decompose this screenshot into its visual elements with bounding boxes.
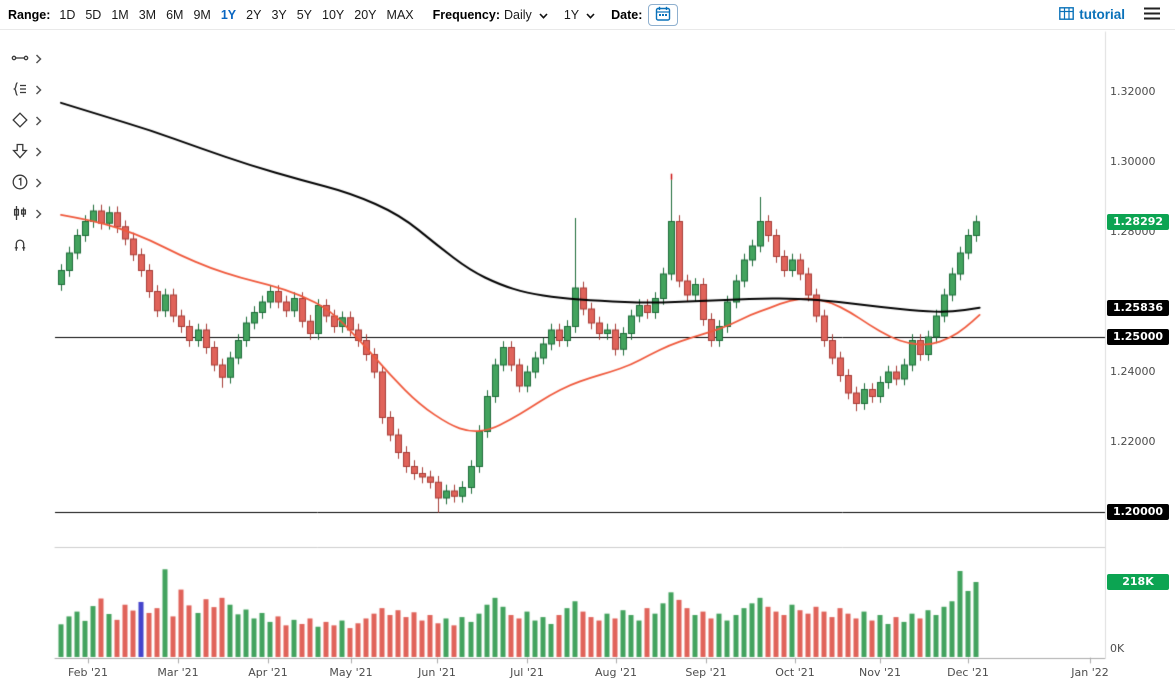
x-axis-label: Jul '21 xyxy=(510,666,544,679)
expand-chevron-icon[interactable] xyxy=(34,208,43,220)
hamburger-icon xyxy=(1143,7,1161,23)
range-button-20y[interactable]: 20Y xyxy=(350,6,380,24)
x-axis-label: May '21 xyxy=(329,666,373,679)
tool-row-candlestick xyxy=(8,203,43,225)
x-axis-label: Apr '21 xyxy=(248,666,288,679)
x-axis-label: Mar '21 xyxy=(157,666,199,679)
indicators-tool-button[interactable] xyxy=(8,79,32,101)
range-button-max[interactable]: MAX xyxy=(383,6,418,24)
date-label: Date: xyxy=(611,7,643,22)
range-button-2y[interactable]: 2Y xyxy=(242,6,265,24)
calendar-icon xyxy=(655,6,671,24)
candlestick-icon xyxy=(11,204,29,225)
tool-row-number-one xyxy=(8,172,43,194)
x-axis-label: Sep '21 xyxy=(685,666,727,679)
range-button-3y[interactable]: 3Y xyxy=(267,6,290,24)
range-button-6m[interactable]: 6M xyxy=(162,6,187,24)
x-axis-label: Jan '22 xyxy=(1071,666,1109,679)
x-axis-label: Nov '21 xyxy=(859,666,901,679)
magnet-tool-button[interactable] xyxy=(8,234,32,256)
tool-row-arrow-down xyxy=(8,141,43,163)
range-button-1m[interactable]: 1M xyxy=(107,6,132,24)
tool-row-indicators xyxy=(8,79,43,101)
top-toolbar: Range: 1D 5D 1M 3M 6M 9M 1Y 2Y 3Y 5Y 10Y 20Y MAX Fre… xyxy=(0,0,1175,30)
expand-chevron-icon[interactable] xyxy=(34,177,43,189)
shapes-tool-button[interactable] xyxy=(8,110,32,132)
x-axis-label: Feb '21 xyxy=(68,666,108,679)
candlestick-tool-button[interactable] xyxy=(8,203,32,225)
tool-row-trendline xyxy=(8,48,43,70)
number-one-tool-button[interactable] xyxy=(8,172,32,194)
expand-chevron-icon[interactable] xyxy=(34,115,43,127)
trendline-tool-button[interactable] xyxy=(8,48,32,70)
range-buttons: 1D 5D 1M 3M 6M 9M 1Y 2Y 3Y 5Y 10Y 20Y MAX xyxy=(54,6,418,24)
y-axis-label: 1.22000 xyxy=(1110,435,1156,448)
menu-button[interactable] xyxy=(1141,5,1163,25)
shapes-icon xyxy=(11,111,29,132)
x-axis-label: Dec '21 xyxy=(947,666,989,679)
expand-chevron-icon[interactable] xyxy=(34,84,43,96)
range-button-1d[interactable]: 1D xyxy=(55,6,79,24)
last-price-badge: 1.28292 xyxy=(1107,213,1169,230)
support-line-badge-125: 1.25000 xyxy=(1107,329,1169,345)
range-button-5d[interactable]: 5D xyxy=(81,6,105,24)
drawing-toolbar xyxy=(8,48,43,256)
period-value: 1Y xyxy=(563,7,580,22)
arrow-down-icon xyxy=(11,142,29,163)
frequency-label: Frequency: xyxy=(432,7,501,22)
magnet-icon xyxy=(11,235,29,256)
y-axis-label: 1.32000 xyxy=(1110,85,1156,98)
price-volume-chart[interactable] xyxy=(0,30,1175,692)
volume-badge: 218K xyxy=(1107,574,1169,590)
tool-row-magnet xyxy=(8,234,43,256)
number-one-icon xyxy=(11,173,29,194)
volume-axis-zero-label: 0K xyxy=(1110,642,1125,655)
range-button-1y[interactable]: 1Y xyxy=(217,6,240,24)
support-line-badge-120: 1.20000 xyxy=(1107,504,1169,520)
trendline-icon xyxy=(11,49,29,70)
frequency-select[interactable]: Daily xyxy=(504,8,548,22)
range-button-5y[interactable]: 5Y xyxy=(293,6,316,24)
x-axis-label: Oct '21 xyxy=(775,666,815,679)
tool-row-shapes xyxy=(8,110,43,132)
range-label: Range: xyxy=(8,7,51,22)
x-axis-label: Aug '21 xyxy=(595,666,637,679)
brand-text: tutorial xyxy=(1079,7,1125,22)
x-axis-label: Jun '21 xyxy=(418,666,456,679)
moving-average-badge: 1.25836 xyxy=(1107,299,1169,316)
range-button-10y[interactable]: 10Y xyxy=(318,6,348,24)
y-axis-label: 1.30000 xyxy=(1110,155,1156,168)
brand-logo[interactable]: tutorial xyxy=(1059,6,1125,23)
range-button-9m[interactable]: 9M xyxy=(189,6,214,24)
chart-region: 1.28292 1.25836 1.25000 1.20000 218K 0K … xyxy=(0,30,1175,692)
arrow-down-tool-button[interactable] xyxy=(8,141,32,163)
grid-icon xyxy=(1059,6,1075,23)
indicators-icon xyxy=(11,80,29,101)
y-axis-label: 1.24000 xyxy=(1110,365,1156,378)
period-select[interactable]: 1Y xyxy=(564,8,595,22)
range-button-3m[interactable]: 3M xyxy=(135,6,160,24)
chevron-down-icon xyxy=(539,12,548,19)
frequency-value: Daily xyxy=(504,7,532,22)
expand-chevron-icon[interactable] xyxy=(34,146,43,158)
expand-chevron-icon[interactable] xyxy=(34,53,43,65)
date-picker-button[interactable] xyxy=(648,3,679,26)
chevron-down-icon xyxy=(586,12,595,19)
